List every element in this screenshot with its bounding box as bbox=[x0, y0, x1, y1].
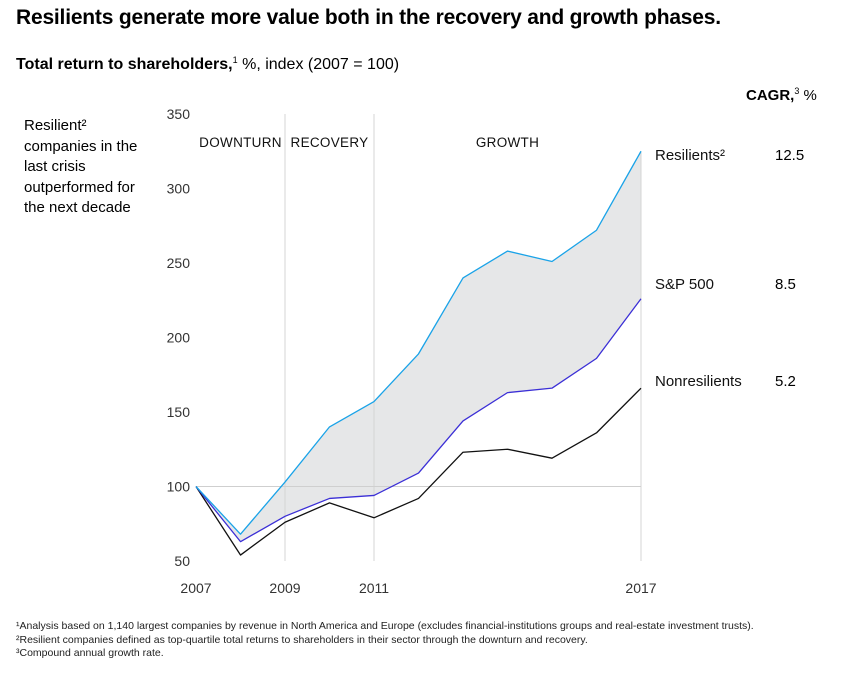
y-tick-label: 150 bbox=[167, 404, 191, 420]
series-line-0 bbox=[195, 150, 642, 535]
y-tick-label: 100 bbox=[167, 479, 191, 495]
cagr-footnote-ref: 3 bbox=[794, 86, 800, 96]
y-tick-label: 300 bbox=[167, 181, 191, 197]
cagr-value-1: 8.5 bbox=[775, 276, 796, 293]
line-chart: DOWNTURN RECOVERY GROWTH 50 100 150 200 250 300 3… bbox=[167, 106, 805, 596]
chart-subtitle: Total return to shareholders,1 %, index … bbox=[16, 55, 399, 74]
footnote-3: ³Compound annual growth rate. bbox=[16, 647, 164, 659]
phase-label-recovery: RECOVERY bbox=[291, 135, 369, 150]
cagr-label: CAGR, bbox=[746, 87, 795, 104]
series-line-2 bbox=[195, 387, 642, 556]
y-tick-label: 50 bbox=[174, 553, 190, 569]
y-tick-label: 250 bbox=[167, 255, 191, 271]
cagr-header: CAGR,3 % bbox=[746, 86, 817, 104]
cagr-value-2: 5.2 bbox=[775, 373, 796, 390]
subtitle-footnote-ref: 1 bbox=[232, 55, 238, 65]
series-label-1: S&P 500 bbox=[655, 276, 714, 293]
subtitle-unit: %, index (2007 = 100) bbox=[237, 56, 400, 73]
series-label-2: Nonresilients bbox=[655, 373, 742, 390]
x-tick-label: 2007 bbox=[180, 580, 211, 596]
subtitle-metric: Total return to shareholders, bbox=[16, 56, 233, 73]
footnote-2: ²Resilient companies defined as top-quar… bbox=[16, 633, 588, 646]
chart-title: Resilients generate more value both in t… bbox=[16, 6, 721, 29]
footnotes: ¹Analysis based on 1,140 largest compani… bbox=[16, 620, 754, 661]
x-tick-label: 2009 bbox=[269, 580, 300, 596]
phase-label-growth: GROWTH bbox=[476, 135, 539, 150]
x-tick-label: 2011 bbox=[359, 580, 389, 596]
footnote-1: ¹Analysis based on 1,140 largest compani… bbox=[16, 620, 754, 632]
y-tick-label: 350 bbox=[167, 106, 191, 122]
x-tick-label: 2017 bbox=[625, 580, 656, 596]
side-annotation: Resilient² companies in the last crisis … bbox=[24, 117, 138, 216]
y-tick-label: 200 bbox=[167, 330, 191, 346]
series-label-0: Resilients² bbox=[655, 147, 725, 164]
outperformance-band bbox=[196, 151, 641, 542]
phase-label-downturn: DOWNTURN bbox=[199, 135, 282, 150]
cagr-value-0: 12.5 bbox=[775, 147, 804, 164]
cagr-unit: % bbox=[799, 87, 817, 104]
series-line-1 bbox=[195, 298, 642, 543]
